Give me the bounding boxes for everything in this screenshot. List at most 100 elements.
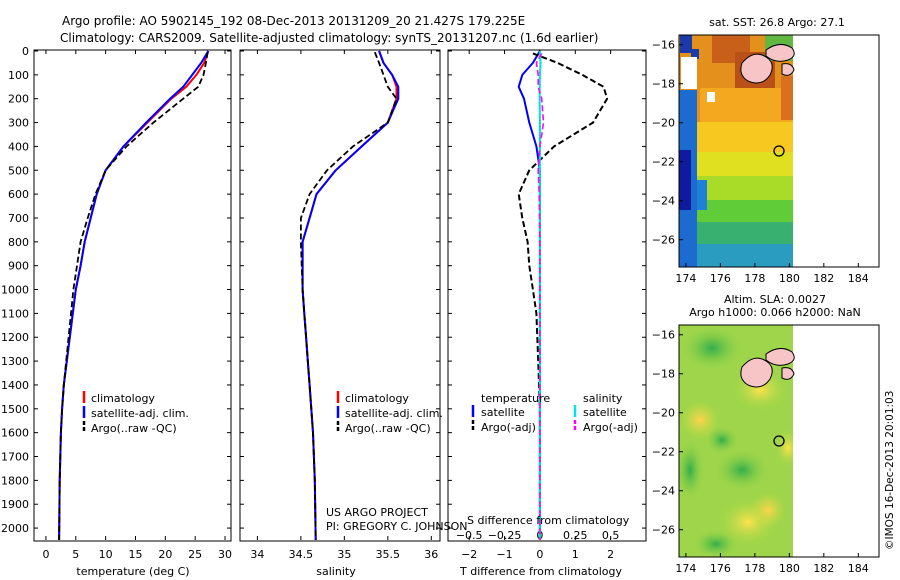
map-axes: 174 176 178 180 182 184 −16 −18 −20 −22 −24 −26 174 1… <box>652 39 869 575</box>
depth-tick-label: 500 <box>8 164 29 177</box>
lon-tick-label: 174 <box>675 562 696 575</box>
lat-tick-label: −24 <box>652 195 675 208</box>
s-tick-label: −0.5 <box>456 529 483 542</box>
salinity-legend: climatology satellite-adj. clim. Argo(..… <box>336 391 443 435</box>
project-label: US ARGO PROJECT <box>326 506 428 519</box>
series-line-argo-raw-qc- <box>299 51 398 541</box>
depth-tick-label: 1000 <box>1 284 29 297</box>
lon-tick-label: 184 <box>848 272 869 285</box>
depth-tick-label: 1900 <box>1 498 29 511</box>
lat-tick-label: −22 <box>652 156 675 169</box>
depth-tick-label: 2000 <box>1 522 29 535</box>
imos-stamp: ©IMOS 16-Dec-2013 20:01:03 <box>884 391 896 550</box>
lon-tick-label: 180 <box>779 272 800 285</box>
depth-tick-label: 1700 <box>1 451 29 464</box>
lat-tick-label: −22 <box>652 446 675 459</box>
series-line-temperature-satellite <box>517 50 541 540</box>
lat-tick-label: −18 <box>652 368 675 381</box>
s-tick-label: 0.25 <box>563 529 588 542</box>
legend-sat-label: satellite-adj. clim. <box>345 407 443 420</box>
header-line-2: Climatology: CARS2009. Satellite-adjuste… <box>60 31 598 45</box>
sla-map <box>678 324 880 558</box>
fiji-coastline <box>740 357 773 388</box>
x-tick-label: 10 <box>99 548 113 561</box>
depth-tick-label: 100 <box>8 69 29 82</box>
lon-tick-label: 182 <box>813 272 834 285</box>
lat-tick-label: −26 <box>652 234 675 247</box>
argo-position-marker <box>773 145 785 157</box>
legend-argo-label: Argo(..raw -QC) <box>91 422 177 435</box>
series-line-argo-raw-qc- <box>58 52 209 541</box>
depth-tick-label: 800 <box>8 236 29 249</box>
x-tick-label: −2 <box>461 548 477 561</box>
s-tick-label: −0.25 <box>488 529 522 542</box>
series-line-temperature-argo-adj- <box>517 52 609 540</box>
temperature-panel-frame <box>33 49 232 542</box>
x-tick-label: 34 <box>250 548 264 561</box>
depth-tick-label: 1500 <box>1 403 29 416</box>
x-tick-label: 2 <box>607 548 614 561</box>
header-line-1: Argo profile: AO 5902145_192 08-Dec-2013… <box>62 14 525 28</box>
depth-tick-label: 1600 <box>1 427 29 440</box>
depth-tick-label: 200 <box>8 93 29 106</box>
series-line-climatology <box>301 50 398 541</box>
x-tick-label: 36 <box>424 548 438 561</box>
depth-tick-label: 0 <box>22 45 29 58</box>
lat-tick-label: −16 <box>652 329 675 342</box>
legend-s-argo-label: Argo(-adj) <box>583 421 638 434</box>
depth-tick-label: 600 <box>8 188 29 201</box>
legend-t-argo-label: Argo(-adj) <box>481 421 536 434</box>
sst-map-title: sat. SST: 26.8 Argo: 27.1 <box>709 16 845 29</box>
series-line-satellite-adj-clim- <box>58 50 210 541</box>
lat-tick-label: −18 <box>652 78 675 91</box>
lat-tick-label: −24 <box>652 485 675 498</box>
difference-legend: temperature satellite Argo(-adj) salinit… <box>471 392 638 434</box>
legend-t-sat-label: satellite <box>481 406 525 419</box>
sst-map <box>678 34 880 268</box>
series-line-climatology <box>58 50 210 541</box>
sla-map-title-2: Argo h1000: 0.066 h2000: NaN <box>689 306 861 319</box>
depth-tick-label: 1800 <box>1 474 29 487</box>
lat-tick-label: −20 <box>652 407 675 420</box>
lat-tick-label: −26 <box>652 524 675 537</box>
x-tick-label: 20 <box>158 548 172 561</box>
salinity-xlabel: salinity <box>316 565 356 578</box>
argo-position-marker <box>773 435 785 447</box>
difference-panel-frame <box>447 49 647 542</box>
lon-tick-label: 174 <box>675 272 696 285</box>
depth-tick-label: 1200 <box>1 331 29 344</box>
x-tick-label: −1 <box>496 548 512 561</box>
lines-layer <box>58 50 609 541</box>
depth-tick-label: 1300 <box>1 355 29 368</box>
lon-tick-label: 176 <box>710 272 731 285</box>
x-tick-label: 15 <box>128 548 142 561</box>
legend-s-sat-label: satellite <box>583 406 627 419</box>
depth-tick-label: 400 <box>8 140 29 153</box>
legend-clim-label: climatology <box>345 392 409 405</box>
x-tick-label: 1 <box>572 548 579 561</box>
lon-tick-label: 182 <box>813 562 834 575</box>
x-tick-label: 25 <box>188 548 202 561</box>
legend-argo-label: Argo(..raw -QC) <box>345 422 431 435</box>
x-tick-label: 0 <box>536 548 543 561</box>
depth-tick-label: 1100 <box>1 307 29 320</box>
s-tick-label: 0.5 <box>602 529 620 542</box>
pi-label: PI: GREGORY C. JOHNSON <box>326 520 467 533</box>
lat-tick-label: −20 <box>652 117 675 130</box>
depth-tick-label: 300 <box>8 117 29 130</box>
lon-tick-label: 184 <box>848 562 869 575</box>
temperature-xlabel: temperature (deg C) <box>76 565 189 578</box>
legend-salinity-title: salinity <box>583 392 623 405</box>
temperature-legend: climatology satellite-adj. clim. Argo(..… <box>82 391 189 435</box>
lon-tick-label: 178 <box>744 562 765 575</box>
legend-clim-label: climatology <box>91 392 155 405</box>
x-tick-label: 5 <box>72 548 79 561</box>
lon-tick-label: 178 <box>744 272 765 285</box>
sla-map-title-1: Altim. SLA: 0.0027 <box>724 293 826 306</box>
depth-tick-label: 700 <box>8 212 29 225</box>
difference-xlabel: T difference from climatology <box>459 565 622 578</box>
salinity-panel-frame <box>239 49 441 542</box>
lon-tick-label: 180 <box>779 562 800 575</box>
legend-temperature-title: temperature <box>481 392 550 405</box>
